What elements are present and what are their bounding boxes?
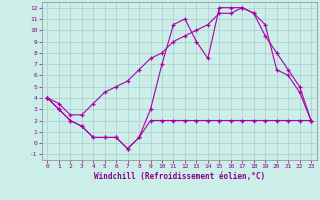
X-axis label: Windchill (Refroidissement éolien,°C): Windchill (Refroidissement éolien,°C)	[94, 172, 265, 181]
